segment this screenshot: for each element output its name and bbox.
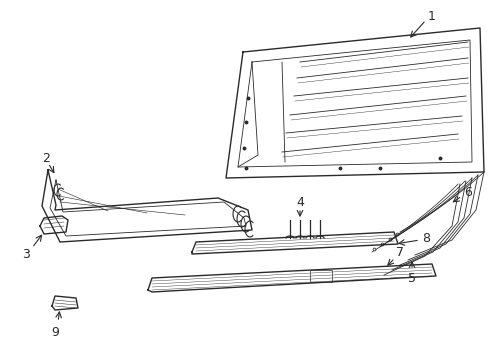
Text: 9: 9 [51, 325, 59, 338]
Text: 5: 5 [407, 271, 415, 284]
Text: 1: 1 [427, 9, 435, 23]
Text: 6: 6 [463, 185, 471, 198]
Text: 3: 3 [22, 248, 30, 261]
Text: 4: 4 [295, 195, 304, 208]
Text: 7: 7 [395, 247, 403, 260]
Bar [309, 270, 331, 282]
Text: 2: 2 [42, 152, 50, 165]
Text: 8: 8 [421, 231, 429, 244]
